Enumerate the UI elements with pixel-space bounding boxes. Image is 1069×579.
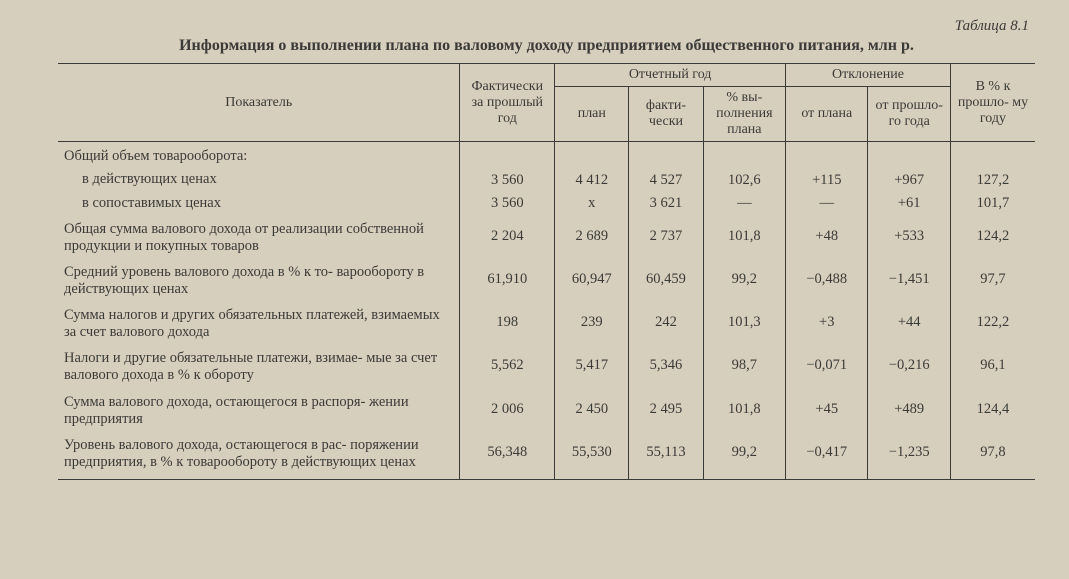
cell: 60,459 <box>629 258 703 301</box>
table-row: Общий объем товарооборота: <box>58 142 1035 169</box>
cell: −0,071 <box>786 344 868 387</box>
data-table: Показатель Фактически за прошлый год Отч… <box>58 63 1035 480</box>
col-prev-year: Фактически за прошлый год <box>460 64 555 142</box>
row-label: в сопоставимых ценах <box>58 192 460 215</box>
col-report-year: Отчетный год <box>555 64 786 87</box>
cell: 102,6 <box>703 168 785 191</box>
col-deviation: Отклонение <box>786 64 951 87</box>
cell: 55,530 <box>555 431 629 480</box>
cell: −0,488 <box>786 258 868 301</box>
table-row: Средний уровень валового дохода в % к то… <box>58 258 1035 301</box>
cell <box>703 142 785 169</box>
cell <box>555 142 629 169</box>
row-label: Общий объем товарооборота: <box>58 142 460 169</box>
row-label: Сумма валового дохода, остающегося в рас… <box>58 388 460 431</box>
col-plan: план <box>555 87 629 142</box>
cell <box>868 142 950 169</box>
cell <box>950 142 1035 169</box>
cell <box>460 142 555 169</box>
table-row: Общая сумма валового дохода от реализаци… <box>58 215 1035 258</box>
col-pct-plan: % вы- полнения плана <box>703 87 785 142</box>
cell: 101,8 <box>703 388 785 431</box>
table-row: Налоги и другие обязательные платежи, вз… <box>58 344 1035 387</box>
cell: 127,2 <box>950 168 1035 191</box>
cell: 97,7 <box>950 258 1035 301</box>
row-label: Средний уровень валового дохода в % к то… <box>58 258 460 301</box>
cell: 5,417 <box>555 344 629 387</box>
table-number: Таблица 8.1 <box>58 18 1029 35</box>
row-label: Налоги и другие обязательные платежи, вз… <box>58 344 460 387</box>
row-label: Общая сумма валового дохода от реализаци… <box>58 215 460 258</box>
table-body: Общий объем товарооборота:в действующих … <box>58 142 1035 480</box>
col-vs-prev: В % к прошло- му году <box>950 64 1035 142</box>
table-head: Показатель Фактически за прошлый год Отч… <box>58 64 1035 142</box>
table-row: в действующих ценах3 5604 4124 527102,6+… <box>58 168 1035 191</box>
cell: +48 <box>786 215 868 258</box>
cell: 124,2 <box>950 215 1035 258</box>
cell: 97,8 <box>950 431 1035 480</box>
cell: 2 689 <box>555 215 629 258</box>
table-row: Уровень валового дохода, остающегося в р… <box>58 431 1035 480</box>
table-title: Информация о выполнении плана по валовом… <box>58 37 1035 55</box>
cell <box>786 142 868 169</box>
cell: +489 <box>868 388 950 431</box>
cell: −1,235 <box>868 431 950 480</box>
cell: +967 <box>868 168 950 191</box>
cell: 122,2 <box>950 301 1035 344</box>
cell: 2 495 <box>629 388 703 431</box>
cell: 99,2 <box>703 258 785 301</box>
cell <box>629 142 703 169</box>
col-indicator: Показатель <box>58 64 460 142</box>
cell: — <box>703 192 785 215</box>
cell: +45 <box>786 388 868 431</box>
cell: 56,348 <box>460 431 555 480</box>
table-row: Сумма налогов и других обязательных плат… <box>58 301 1035 344</box>
cell: 2 737 <box>629 215 703 258</box>
cell: 101,8 <box>703 215 785 258</box>
col-fact: факти- чески <box>629 87 703 142</box>
cell: 99,2 <box>703 431 785 480</box>
cell: 5,562 <box>460 344 555 387</box>
cell: 124,4 <box>950 388 1035 431</box>
cell: 5,346 <box>629 344 703 387</box>
cell: — <box>786 192 868 215</box>
cell: +3 <box>786 301 868 344</box>
cell: 55,113 <box>629 431 703 480</box>
cell: +115 <box>786 168 868 191</box>
cell: +533 <box>868 215 950 258</box>
cell: 101,3 <box>703 301 785 344</box>
cell: 101,7 <box>950 192 1035 215</box>
cell: 2 006 <box>460 388 555 431</box>
table-row: в сопоставимых ценах3 560x3 621——+61101,… <box>58 192 1035 215</box>
cell: 4 412 <box>555 168 629 191</box>
row-label: в действующих ценах <box>58 168 460 191</box>
cell: 4 527 <box>629 168 703 191</box>
cell: +61 <box>868 192 950 215</box>
cell: x <box>555 192 629 215</box>
cell: 60,947 <box>555 258 629 301</box>
cell: 3 621 <box>629 192 703 215</box>
cell: +44 <box>868 301 950 344</box>
cell: 242 <box>629 301 703 344</box>
cell: −0,417 <box>786 431 868 480</box>
cell: 61,910 <box>460 258 555 301</box>
cell: 2 450 <box>555 388 629 431</box>
col-dev-prev: от прошло- го года <box>868 87 950 142</box>
cell: 239 <box>555 301 629 344</box>
cell: 3 560 <box>460 168 555 191</box>
cell: 96,1 <box>950 344 1035 387</box>
col-dev-plan: от плана <box>786 87 868 142</box>
row-label: Сумма налогов и других обязательных плат… <box>58 301 460 344</box>
cell: −0,216 <box>868 344 950 387</box>
cell: 3 560 <box>460 192 555 215</box>
document-page: Таблица 8.1 Информация о выполнении план… <box>0 0 1069 579</box>
cell: −1,451 <box>868 258 950 301</box>
table-row: Сумма валового дохода, остающегося в рас… <box>58 388 1035 431</box>
row-label: Уровень валового дохода, остающегося в р… <box>58 431 460 480</box>
cell: 2 204 <box>460 215 555 258</box>
cell: 198 <box>460 301 555 344</box>
cell: 98,7 <box>703 344 785 387</box>
